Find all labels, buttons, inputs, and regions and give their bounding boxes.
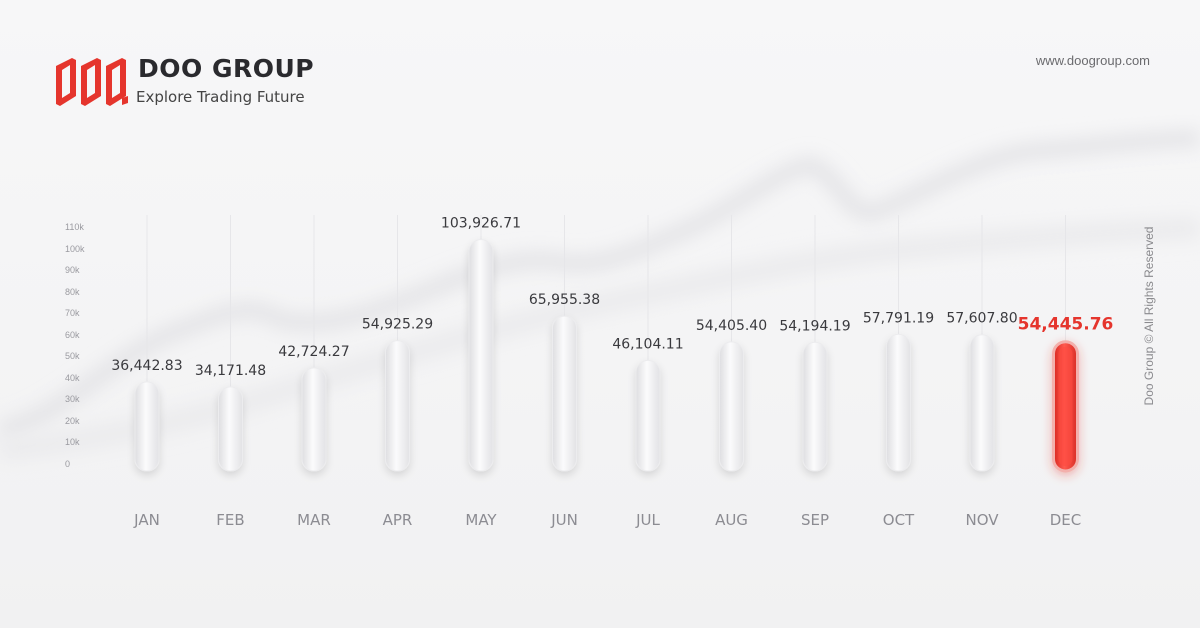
brand-name: DOO GROUP [138,54,315,83]
value-label: 46,104.11 [612,336,683,352]
x-tick-label: FEB [216,511,244,529]
x-tick-label: AUG [715,511,748,529]
y-tick-label: 70k [65,308,80,318]
y-tick-label: 20k [65,416,80,426]
y-tick-label: 10k [65,437,80,447]
bar-apr [385,340,410,472]
value-label: 103,926.71 [441,216,521,232]
bar-aug [719,341,744,472]
y-tick-label: 0 [65,459,70,469]
value-label: 54,445.76 [1018,315,1114,335]
doo-logo-icon [56,58,128,106]
x-tick-label: OCT [883,511,915,529]
value-label: 34,171.48 [195,363,266,379]
y-tick-label: 90k [65,265,80,275]
chart-bars [134,239,1079,473]
website-link[interactable]: www.doogroup.com [1035,53,1150,68]
bar-mar [301,367,327,472]
value-label: 65,955.38 [529,292,600,308]
x-tick-label: MAY [465,511,497,529]
value-label: 54,405.40 [696,318,767,334]
bar-jun [552,315,577,472]
value-label: 57,791.19 [863,310,934,326]
bar-may [468,239,494,472]
x-tick-label: JAN [133,511,160,529]
x-tick-label: SEP [801,511,829,529]
bar-sep [802,341,828,472]
bar-jul [635,359,661,472]
y-tick-label: 80k [65,287,80,297]
value-label: 36,442.83 [111,358,182,374]
y-tick-label: 100k [65,244,85,254]
x-tick-label: JUL [635,511,660,529]
y-tick-label: 30k [65,394,80,404]
bar-jan [134,381,160,472]
x-tick-label: APR [383,511,413,529]
chart-gridlines [146,215,1066,470]
value-label: 57,607.80 [946,311,1017,327]
value-label: 54,194.19 [779,318,850,334]
y-tick-label: 50k [65,351,80,361]
x-tick-label: JUN [550,511,578,529]
bar-feb [218,386,243,472]
x-axis: JAN FEB MAR APR MAY JUN JUL AUG SEP OCT NOV DEC [133,511,1081,529]
brand-logo: DOO GROUP Explore Trading Future [52,52,332,112]
bar-nov [969,334,995,472]
brand-tagline: Explore Trading Future [136,88,305,106]
x-tick-label: NOV [965,511,999,529]
value-labels: 36,442.83 34,171.48 42,724.27 54,925.29 103,… [111,216,1113,379]
bar-highlight-core [1058,346,1073,466]
value-label: 54,925.29 [362,317,433,333]
y-tick-label: 110k [65,222,84,232]
y-axis: 0 10k 20k 30k 40k 50k 60k 70k 80k 90k 100k 110k [65,222,85,469]
value-label: 42,724.27 [278,344,349,360]
x-tick-label: DEC [1050,511,1082,529]
y-tick-label: 40k [65,373,80,383]
bar-oct [886,333,911,472]
x-tick-label: MAR [297,511,331,529]
y-tick-label: 60k [65,330,80,340]
